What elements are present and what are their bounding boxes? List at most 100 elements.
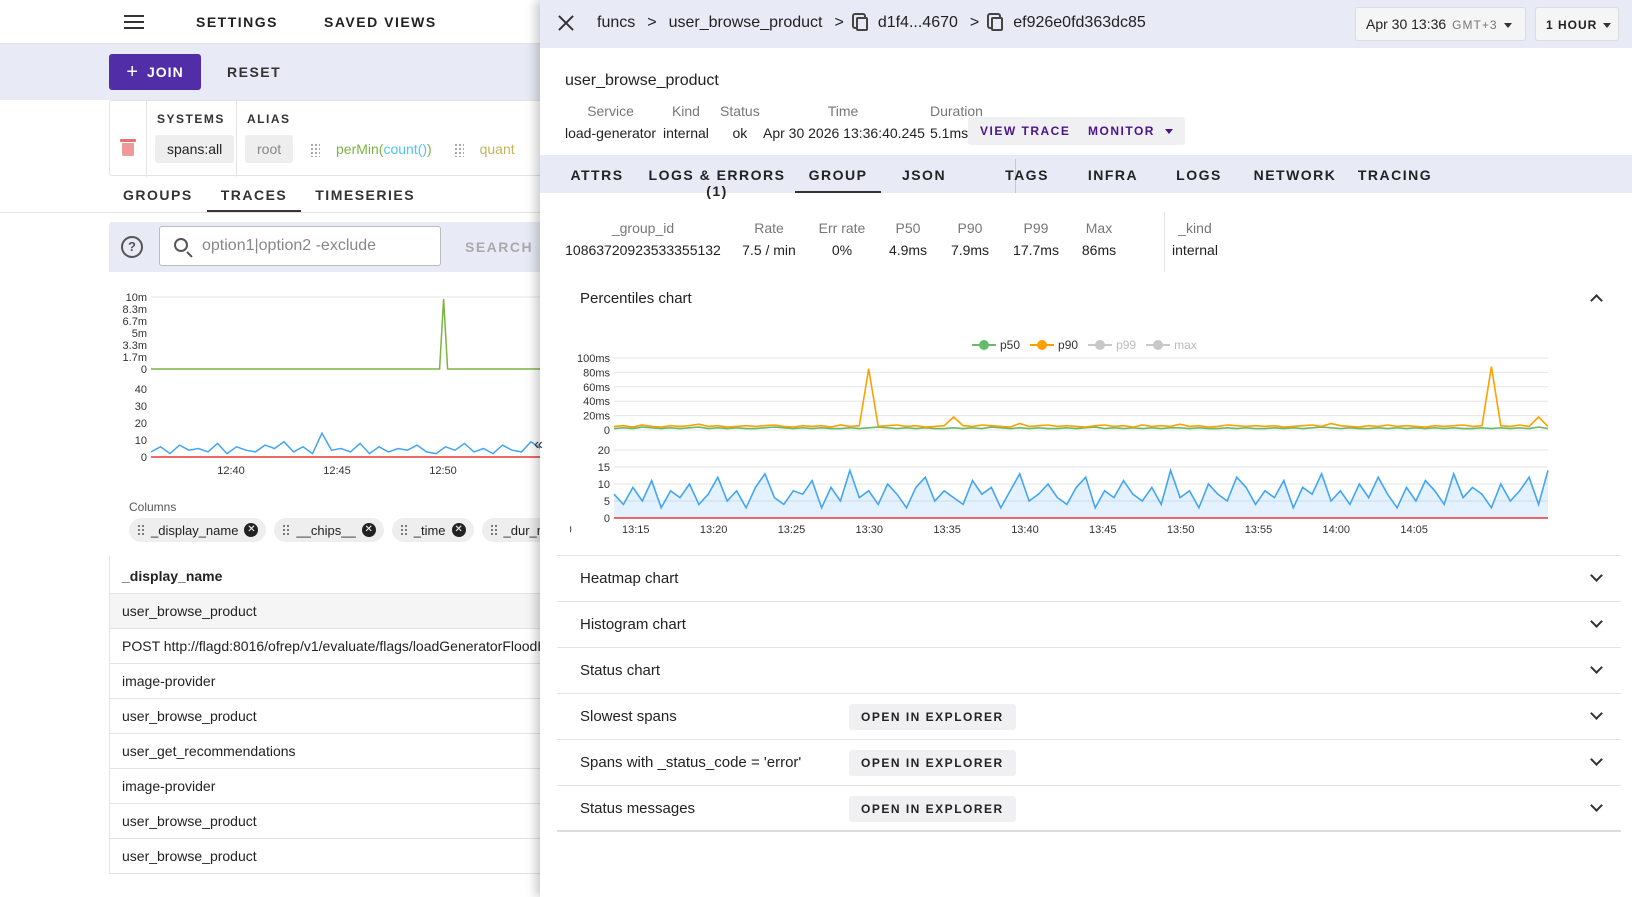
copy-icon[interactable] xyxy=(991,17,1004,31)
tab-network[interactable]: NETWORK xyxy=(1253,167,1337,183)
table-row[interactable]: POST http://flagd:8016/ofrep/v1/evaluate… xyxy=(110,629,569,664)
chevron-down-icon[interactable] xyxy=(1590,615,1603,628)
table-row[interactable]: image-provider xyxy=(110,664,569,699)
legend-swatch xyxy=(1088,340,1113,350)
slowest-spans-title[interactable]: Slowest spans xyxy=(580,708,677,725)
systems-header: SYSTEMS xyxy=(157,112,225,126)
tab-attrs[interactable]: ATTRS xyxy=(570,167,624,183)
reset-button[interactable]: RESET xyxy=(227,64,282,80)
tab-group[interactable]: GROUP xyxy=(795,155,881,193)
monitor-button[interactable]: MONITOR xyxy=(1076,117,1185,145)
tab-tracing[interactable]: TRACING xyxy=(1357,167,1433,183)
chevron-down-icon[interactable] xyxy=(1590,569,1603,582)
date-picker[interactable]: Apr 30 13:36 GMT+3 xyxy=(1355,7,1526,41)
percentiles-title[interactable]: Percentiles chart xyxy=(580,290,692,307)
y-tick-label: 40ms xyxy=(583,396,610,408)
column-chips: _display_name✕__chips__✕_time✕_dur_m✕ xyxy=(129,518,576,542)
error-spans-title[interactable]: Spans with _status_code = 'error' xyxy=(580,754,802,771)
status-chart-title[interactable]: Status chart xyxy=(580,662,661,679)
search-input[interactable]: option1|option2 -exclude xyxy=(159,226,441,266)
open-in-explorer-button[interactable]: OPEN IN EXPLORER xyxy=(849,704,1016,730)
drag-handle-icon[interactable] xyxy=(453,143,464,158)
chevron-down-icon[interactable] xyxy=(1590,707,1603,720)
meta-value: internal xyxy=(663,125,709,141)
drag-handle-icon[interactable] xyxy=(282,524,291,536)
stat-value: 7.5 / min xyxy=(742,242,796,258)
table-header[interactable]: _display_name xyxy=(110,556,569,594)
drag-handle-icon[interactable] xyxy=(137,524,145,536)
systems-chip[interactable]: spans:all xyxy=(155,135,235,163)
table-row[interactable]: user_browse_product xyxy=(110,699,569,734)
alias-chip[interactable]: root xyxy=(245,135,294,163)
status-messages-section: Status messages OPEN IN EXPLORER xyxy=(557,786,1621,832)
help-icon[interactable]: ? xyxy=(121,236,143,258)
drag-handle-icon[interactable] xyxy=(399,524,408,536)
column-chip[interactable]: _display_name ✕ xyxy=(129,518,267,542)
nav-settings[interactable]: SETTINGS xyxy=(196,13,279,30)
join-button[interactable]: + JOIN xyxy=(109,54,201,90)
stat-value: 4.9ms xyxy=(888,242,928,258)
y-tick-label: 10 xyxy=(135,435,147,447)
table-row[interactable]: user_browse_product xyxy=(110,804,569,839)
remove-icon[interactable]: ✕ xyxy=(451,523,466,537)
caret-down-icon xyxy=(1603,23,1612,29)
collapse-panel-icon[interactable]: « xyxy=(534,436,543,453)
period-select[interactable]: 1 HOUR xyxy=(1535,7,1619,41)
legend-item-p90[interactable]: p90 xyxy=(1030,338,1078,352)
legend-item-p50[interactable]: p50 xyxy=(972,338,1020,352)
breadcrumb-funcs[interactable]: funcs xyxy=(597,14,636,31)
copy-icon[interactable] xyxy=(855,17,868,31)
stat-key: Max xyxy=(1085,220,1113,236)
drag-handle-icon[interactable] xyxy=(489,524,498,536)
y-tick-label: 6.7m xyxy=(123,316,147,328)
table-row[interactable]: image-provider xyxy=(110,769,569,804)
chevron-down-icon[interactable] xyxy=(1590,661,1603,674)
search-bar: ? option1|option2 -exclude SEARCH xyxy=(109,222,569,272)
y-tick-label: 80ms xyxy=(583,367,610,379)
tab-json[interactable]: JSON xyxy=(901,167,947,183)
columns-label: Columns xyxy=(129,500,177,514)
period-value: 1 HOUR xyxy=(1546,18,1598,32)
column-chip[interactable]: _time ✕ xyxy=(391,518,474,542)
open-in-explorer-button[interactable]: OPEN IN EXPLORER xyxy=(849,750,1016,776)
histogram-title[interactable]: Histogram chart xyxy=(580,616,686,633)
column-chip[interactable]: __chips__ ✕ xyxy=(274,518,384,542)
breadcrumb-trace-id[interactable]: d1f4...4670 xyxy=(877,14,958,31)
chevron-down-icon[interactable] xyxy=(1590,799,1603,812)
chevron-down-icon[interactable] xyxy=(1590,753,1603,766)
drag-handle-icon[interactable] xyxy=(310,143,320,158)
search-button[interactable]: SEARCH xyxy=(465,239,534,255)
remove-icon[interactable]: ✕ xyxy=(361,523,376,537)
stat-key: P50 xyxy=(895,220,921,236)
close-icon[interactable] xyxy=(556,13,576,33)
menu-icon[interactable] xyxy=(124,14,144,29)
delete-icon[interactable] xyxy=(120,139,136,157)
y-tick-label: 10 xyxy=(598,479,610,491)
breadcrumb-separator: > xyxy=(834,14,844,31)
aggregation-expression[interactable]: perMin(count()) quant xyxy=(310,141,515,158)
chevron-up-icon[interactable] xyxy=(1590,294,1603,307)
breadcrumb-name[interactable]: user_browse_product xyxy=(668,14,823,31)
breadcrumb-span-id[interactable]: ef926e0fd363dc85 xyxy=(1013,14,1146,31)
tab-timeseries[interactable]: TIMESERIES xyxy=(315,187,416,203)
tab-traces[interactable]: TRACES xyxy=(206,180,302,212)
tab-tags[interactable]: TAGS xyxy=(1005,167,1049,183)
stat-err-rate: Err rate 0% xyxy=(812,220,872,258)
view-trace-button[interactable]: VIEW TRACE xyxy=(968,117,1083,145)
tab-logs-errors[interactable]: LOGS & ERRORS (1) xyxy=(648,167,786,199)
tab-groups[interactable]: GROUPS xyxy=(123,187,193,203)
table-row[interactable]: user_browse_product xyxy=(110,839,569,874)
table-row[interactable]: user_browse_product xyxy=(110,594,569,629)
tab-logs[interactable]: LOGS xyxy=(1176,167,1222,183)
tab-infra[interactable]: INFRA xyxy=(1087,167,1139,183)
open-in-explorer-button[interactable]: OPEN IN EXPLORER xyxy=(849,796,1016,822)
status-messages-title[interactable]: Status messages xyxy=(580,800,696,817)
stat-group-id: _group_id 10863720923533355132 xyxy=(565,220,721,258)
nav-saved-views[interactable]: SAVED VIEWS xyxy=(324,13,437,30)
legend-item-p99[interactable]: p99 xyxy=(1088,338,1136,352)
heatmap-title[interactable]: Heatmap chart xyxy=(580,570,679,587)
y-tick-label: 20 xyxy=(135,418,147,430)
table-row[interactable]: user_get_recommendations xyxy=(110,734,569,769)
legend-item-max[interactable]: max xyxy=(1146,338,1197,352)
remove-icon[interactable]: ✕ xyxy=(244,523,259,537)
